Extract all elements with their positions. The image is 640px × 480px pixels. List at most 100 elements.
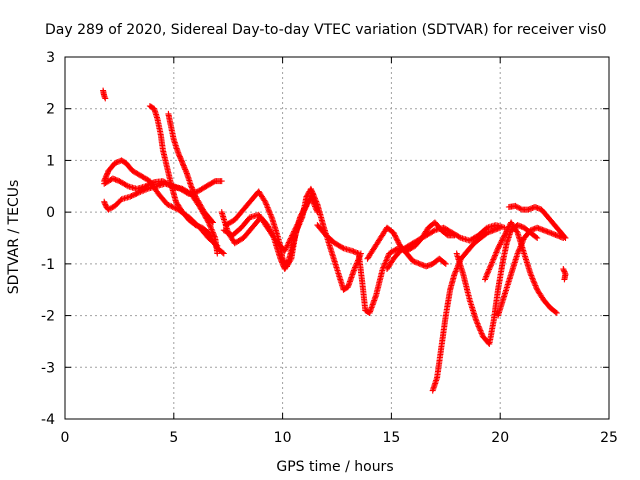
data-point [302,204,309,211]
series-s17 [505,202,569,241]
data-point [301,206,308,213]
data-point [552,309,559,316]
data-point [182,166,189,173]
data-point [503,228,510,235]
data-point [282,246,289,253]
data-point [383,257,390,264]
data-point [295,220,302,227]
data-point [540,227,547,234]
data-point [385,253,391,260]
data-point [101,200,108,207]
data-point [485,267,492,274]
y-tick-label: 0 [46,205,55,221]
data-point [482,275,489,281]
data-point [515,249,522,256]
data-point [477,327,484,334]
x-tick-label: 15 [382,430,400,446]
data-point [300,208,307,215]
data-point [515,247,522,254]
data-point [310,199,317,206]
data-point [189,187,196,194]
data-point [208,225,214,232]
data-points [100,87,569,394]
data-point [285,241,292,247]
data-point [303,203,310,210]
data-point [350,248,357,255]
data-point [497,224,504,231]
data-point [368,304,375,311]
data-point [261,197,268,204]
data-point [500,233,507,240]
data-point [181,163,188,170]
data-point [531,281,538,288]
data-point [192,193,199,200]
series-s4 [101,175,225,197]
data-point [291,228,298,235]
data-point [220,250,227,257]
data-point [452,268,459,275]
data-point [484,270,491,277]
data-point [482,276,488,283]
series-s16 [495,224,567,319]
data-point [209,218,216,225]
data-point [101,94,108,101]
data-point [210,237,216,244]
data-point [500,235,507,241]
data-point [525,206,532,213]
data-point [311,202,318,209]
data-point [382,260,389,267]
data-point [266,210,273,217]
data-point [484,269,491,276]
x-tick-label: 25 [600,430,618,446]
data-point [476,326,483,333]
data-point [192,192,198,199]
data-point [297,215,304,222]
data-point [560,267,567,274]
x-tick-label: 0 [61,430,70,446]
data-point [263,201,270,208]
series-s9 [220,193,321,254]
data-point [491,253,498,260]
data-point [188,183,195,190]
data-point [177,154,184,161]
data-point [382,259,389,265]
data-point [513,203,520,210]
data-point [299,211,306,218]
data-point [218,178,225,185]
data-point [483,272,490,279]
data-point [489,258,496,264]
axis-ticks: 0 5 10 15 20 25 -4 -3 -2 -1 0 1 2 3 [41,50,618,446]
data-point [490,256,497,263]
y-tick-label: 3 [46,50,55,66]
data-point [289,232,296,239]
data-point [505,224,512,231]
data-point [453,267,460,273]
data-point [301,207,308,214]
data-point [497,240,504,247]
data-point [283,245,290,252]
data-point [532,282,539,289]
data-point [219,249,226,256]
data-point [452,269,459,276]
data-point [561,276,568,283]
data-point [178,157,185,164]
data-point [308,195,315,201]
data-point [198,204,205,210]
data-point [352,264,358,271]
y-tick-label: -2 [41,309,55,325]
data-point [495,244,502,251]
data-point [394,237,401,244]
data-point [498,238,505,245]
data-point [290,229,297,236]
y-tick-label: -1 [41,257,55,273]
data-point [478,329,484,335]
data-point [183,169,190,176]
data-point [519,237,526,244]
series-s2 [101,180,221,257]
data-point [487,262,494,269]
data-point [312,204,319,211]
data-point [150,179,156,186]
data-point [499,236,506,243]
plot-frame [64,56,610,420]
data-point [193,194,200,201]
